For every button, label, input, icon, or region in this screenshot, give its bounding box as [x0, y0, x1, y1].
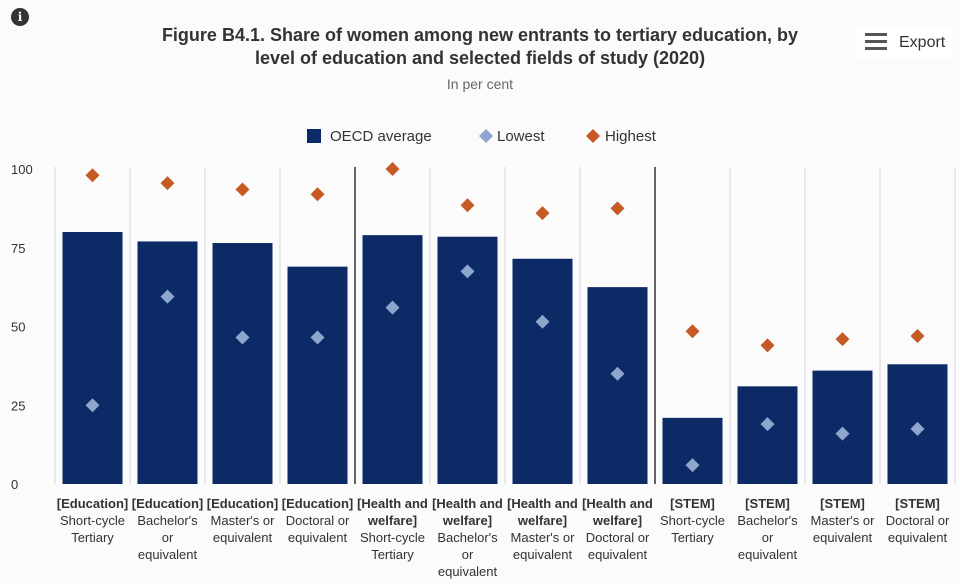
x-tick-label: [Education]	[132, 496, 204, 511]
point-lowest[interactable]	[310, 330, 325, 345]
x-tick-label: Tertiary	[71, 530, 114, 545]
x-tick-label: Bachelor's	[437, 530, 498, 545]
point-lowest[interactable]	[460, 264, 475, 279]
x-tick-label: Tertiary	[371, 547, 414, 562]
point-highest[interactable]	[385, 162, 400, 176]
chart-title-line-1: Figure B4.1. Share of women among new en…	[161, 25, 799, 45]
legend-marker-2[interactable]	[586, 129, 600, 143]
x-tick-label: Short-cycle	[360, 530, 425, 545]
y-tick-label: 75	[11, 241, 25, 256]
point-highest[interactable]	[835, 332, 850, 347]
x-tick-label: [Health and	[507, 496, 578, 511]
legend-label-1[interactable]: Lowest	[497, 128, 545, 145]
point-highest[interactable]	[85, 168, 100, 183]
bar-oecd-average[interactable]	[212, 243, 273, 484]
point-lowest[interactable]	[235, 330, 250, 345]
point-lowest[interactable]	[610, 366, 625, 381]
point-highest[interactable]	[760, 338, 775, 353]
x-tick-label: or	[162, 530, 174, 545]
bar-oecd-average[interactable]	[362, 235, 423, 484]
x-tick-label: equivalent	[813, 530, 873, 545]
x-tick-label: Master's or	[211, 513, 276, 528]
x-tick-label: equivalent	[438, 564, 498, 579]
x-tick-label: [Health and	[582, 496, 653, 511]
x-tick-label: welfare]	[442, 513, 492, 528]
x-tick-label: equivalent	[888, 530, 948, 545]
x-tick-label: equivalent	[513, 547, 573, 562]
point-lowest[interactable]	[910, 421, 925, 436]
x-tick-label: welfare]	[592, 513, 642, 528]
point-highest[interactable]	[910, 328, 925, 343]
x-tick-label: Bachelor's	[737, 513, 798, 528]
bar-oecd-average[interactable]	[512, 258, 573, 484]
legend-marker-1[interactable]	[479, 129, 493, 143]
x-tick-label: [Education]	[282, 496, 354, 511]
point-highest[interactable]	[160, 176, 175, 191]
x-tick-label: Doctoral or	[286, 513, 350, 528]
point-highest[interactable]	[235, 182, 250, 197]
chart-title-line-2: level of education and selected fields o…	[254, 48, 706, 68]
x-tick-label: [STEM]	[670, 496, 715, 511]
x-tick-label: equivalent	[288, 530, 348, 545]
x-tick-label: [STEM]	[895, 496, 940, 511]
point-lowest[interactable]	[385, 300, 400, 315]
y-tick-label: 25	[11, 398, 25, 413]
point-lowest[interactable]	[535, 314, 550, 329]
x-tick-label: or	[762, 530, 774, 545]
bar-oecd-average[interactable]	[662, 417, 723, 484]
x-tick-label: or	[462, 547, 474, 562]
x-tick-label: Short-cycle	[60, 513, 125, 528]
x-tick-label: Bachelor's	[137, 513, 198, 528]
export-label: Export	[899, 34, 946, 51]
chart-title: Figure B4.1. Share of women among new en…	[120, 24, 840, 70]
x-tick-label: Doctoral or	[586, 530, 650, 545]
bar-oecd-average[interactable]	[287, 266, 348, 484]
x-tick-label: Doctoral or	[886, 513, 950, 528]
point-highest[interactable]	[310, 187, 325, 202]
x-tick-label: Short-cycle	[660, 513, 725, 528]
point-lowest[interactable]	[835, 426, 850, 441]
bar-oecd-average[interactable]	[137, 241, 198, 484]
x-tick-label: equivalent	[588, 547, 648, 562]
bar-oecd-average[interactable]	[62, 232, 123, 484]
x-tick-label: [Education]	[57, 496, 129, 511]
bar-oecd-average[interactable]	[587, 287, 648, 484]
y-tick-label: 100	[11, 162, 33, 177]
x-tick-label: welfare]	[367, 513, 417, 528]
point-highest[interactable]	[460, 198, 475, 213]
legend-swatch-0[interactable]	[307, 129, 321, 143]
point-highest[interactable]	[535, 206, 550, 221]
x-tick-label: welfare]	[517, 513, 567, 528]
point-lowest[interactable]	[160, 289, 175, 304]
x-tick-label: equivalent	[738, 547, 798, 562]
x-tick-label: [Health and	[432, 496, 503, 511]
bar-oecd-average[interactable]	[737, 386, 798, 484]
x-tick-label: [STEM]	[745, 496, 790, 511]
point-highest[interactable]	[610, 201, 625, 216]
y-tick-label: 50	[11, 320, 25, 335]
point-lowest[interactable]	[85, 398, 100, 413]
y-tick-label: 0	[11, 477, 18, 492]
x-tick-label: [Health and	[357, 496, 428, 511]
legend-label-2[interactable]: Highest	[605, 128, 657, 145]
info-icon[interactable]: i	[11, 8, 29, 26]
menu-icon	[865, 33, 887, 53]
export-button[interactable]: Export	[857, 27, 952, 59]
x-tick-label: equivalent	[138, 547, 198, 562]
x-tick-label: Master's or	[511, 530, 576, 545]
chart-subtitle: In per cent	[446, 76, 514, 92]
point-lowest[interactable]	[685, 458, 700, 473]
x-tick-label: Master's or	[811, 513, 876, 528]
x-tick-label: [STEM]	[820, 496, 865, 511]
x-tick-label: Tertiary	[671, 530, 714, 545]
point-highest[interactable]	[685, 324, 700, 339]
x-tick-label: [Education]	[207, 496, 279, 511]
legend-label-0[interactable]: OECD average	[330, 128, 432, 145]
point-lowest[interactable]	[760, 417, 775, 432]
x-tick-label: equivalent	[213, 530, 273, 545]
